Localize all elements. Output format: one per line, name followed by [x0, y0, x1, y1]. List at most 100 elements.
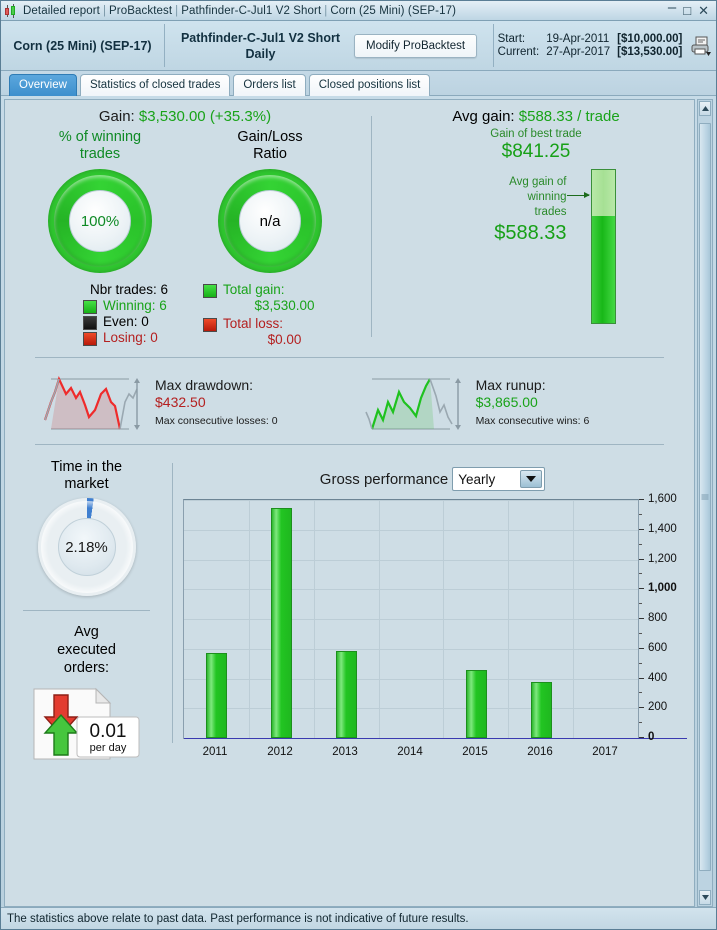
gridline-v [573, 500, 574, 738]
current-date: 27-Apr-2017 [546, 46, 611, 58]
gridline-h [184, 589, 638, 591]
runup-sub: Max consecutive wins: 6 [475, 414, 590, 427]
scrollbar-thumb[interactable] [699, 123, 711, 871]
y-tick-minor [639, 692, 642, 694]
drawdown-sub: Max consecutive losses: 0 [155, 414, 278, 427]
red-swatch-icon [203, 318, 217, 332]
avg-gain-label: Avg gain: [452, 108, 515, 125]
chart-y-axis: 0 200 400 600 800 1,000 1,200 1,400 1,600 [639, 493, 688, 743]
runup-text: Max runup: $3,865.00 Max consecutive win… [476, 377, 590, 430]
gridline-h [184, 559, 638, 561]
avg-win-label: Avg gain of winning trades [457, 169, 567, 220]
x-tick-label: 2014 [397, 746, 423, 758]
avg-gain-bar-labels: Avg gain of winning trades $588.33 [457, 169, 567, 245]
total-loss-value: $0.00 [267, 332, 302, 347]
green-swatch-icon [83, 300, 97, 314]
ratio-gauge-title-l2: Ratio [253, 146, 287, 162]
tab-orders-list[interactable]: Orders list [233, 74, 306, 96]
gridline-h [184, 619, 638, 620]
scroll-down-button[interactable] [699, 890, 711, 905]
best-trade-value: $841.25 [501, 141, 571, 162]
start-label: Start: [497, 33, 526, 45]
candlestick-icon [4, 3, 19, 18]
y-tick-label: 1,000 [648, 582, 677, 595]
x-tick-label: 2015 [462, 746, 488, 758]
strategy-section: Pathfinder-C-Jul1 V2 Short Daily Modify … [165, 21, 493, 70]
y-tick [639, 647, 644, 649]
time-title-l2: market [64, 476, 109, 492]
section-divider [35, 357, 664, 358]
gauges-row: % of winning trades 100% Nbr trades: 6 [5, 129, 365, 347]
green-swatch-icon [203, 284, 217, 298]
vertical-divider [172, 463, 173, 743]
scroll-up-button[interactable] [699, 101, 711, 116]
runup-value: $3,865.00 [475, 393, 538, 410]
period-select-value: Yearly [458, 471, 496, 487]
black-swatch-icon [83, 316, 97, 330]
winning-trades-gauge: % of winning trades 100% Nbr trades: 6 [25, 129, 175, 347]
dates-section: Start: 19-Apr-2011 [$10,000.00] Current:… [494, 21, 716, 70]
minimize-button[interactable]: – [667, 0, 677, 16]
y-tick [639, 677, 644, 679]
top-statistics-section: Gain: $3,530.00 (+35.3%) % of winning tr… [5, 100, 694, 347]
y-tick-minor [639, 543, 642, 545]
printer-icon[interactable] [690, 35, 712, 57]
avg-win-label-l3: trades [534, 206, 567, 218]
gridline-v [508, 500, 509, 738]
max-runup-block: Max runup: $3,865.00 Max consecutive win… [364, 372, 590, 434]
tab-overview[interactable]: Overview [9, 74, 77, 96]
winning-gauge-title-l1: % of winning [58, 129, 142, 145]
drawdown-text: Max drawdown: $432.50 Max consecutive lo… [155, 377, 278, 430]
total-loss-label: Total loss: [223, 316, 284, 331]
strategy-name: Pathfinder-C-Jul1 V2 Short Daily [181, 30, 340, 62]
tab-strip: Overview Statistics of closed trades Ord… [1, 71, 716, 96]
x-tick-label: 2011 [202, 746, 228, 758]
maximize-button[interactable]: □ [683, 2, 692, 18]
tab-closed-positions-list[interactable]: Closed positions list [308, 74, 431, 96]
title-part-strategy: Pathfinder-C-Jul1 V2 Short [181, 4, 322, 17]
y-tick-minor [639, 662, 642, 664]
strategy-title: Pathfinder-C-Jul1 V2 Short [180, 30, 340, 45]
drawdown-sparkline [43, 375, 140, 430]
chart-bar [271, 508, 292, 738]
start-date: 19-Apr-2011 [546, 33, 610, 45]
y-tick [639, 558, 644, 560]
vertical-divider [371, 116, 372, 337]
y-tick-label: 0 [648, 731, 655, 743]
start-amount: [$10,000.00] [617, 33, 683, 45]
tab-statistics-of-closed-trades[interactable]: Statistics of closed trades [79, 74, 231, 96]
best-trade-label: Gain of best trade [490, 128, 582, 140]
y-tick-minor [639, 513, 642, 515]
y-tick-label: 1,400 [648, 522, 677, 535]
avg-orders-title-l2: executed [57, 642, 116, 658]
zero-line [184, 738, 687, 739]
drawdown-title: Max drawdown: [155, 376, 254, 393]
y-tick [639, 737, 644, 738]
modify-probacktest-button[interactable]: Modify ProBacktest [353, 33, 478, 58]
winning-gauge-title: % of winning trades [25, 129, 175, 163]
x-tick-label: 2017 [592, 746, 618, 758]
content-area: Gain: $3,530.00 (+35.3%) % of winning tr… [1, 96, 716, 907]
avg-orders-title-l1: Avg [74, 624, 99, 640]
gross-performance-header: Gross performance Yearly [177, 467, 688, 491]
window-controls: – □ ✕ [667, 0, 714, 18]
gridline-v [249, 500, 250, 738]
close-button[interactable]: ✕ [698, 2, 709, 18]
current-amount: [$13,530.00] [617, 46, 683, 58]
avg-gain-value: $588.33 / trade [518, 108, 620, 125]
period-select[interactable]: Yearly [452, 467, 546, 491]
y-tick-minor [639, 632, 642, 634]
pointer-arrow-icon [566, 169, 590, 198]
y-tick-minor [639, 573, 642, 575]
y-tick [639, 588, 644, 590]
legend-losing: Losing: 0 [83, 330, 175, 346]
avg-orders-title-l3: orders: [63, 660, 110, 676]
chart-bar [206, 652, 227, 738]
chevron-down-icon[interactable] [520, 470, 543, 488]
x-tick-label: 2012 [267, 746, 293, 758]
scrollbar-track[interactable] [699, 117, 711, 889]
vertical-scrollbar[interactable] [697, 99, 713, 907]
gross-performance-chart: 0 200 400 600 800 1,000 1,200 1,400 1,600 2011 20… [183, 493, 688, 769]
divider [164, 24, 165, 67]
